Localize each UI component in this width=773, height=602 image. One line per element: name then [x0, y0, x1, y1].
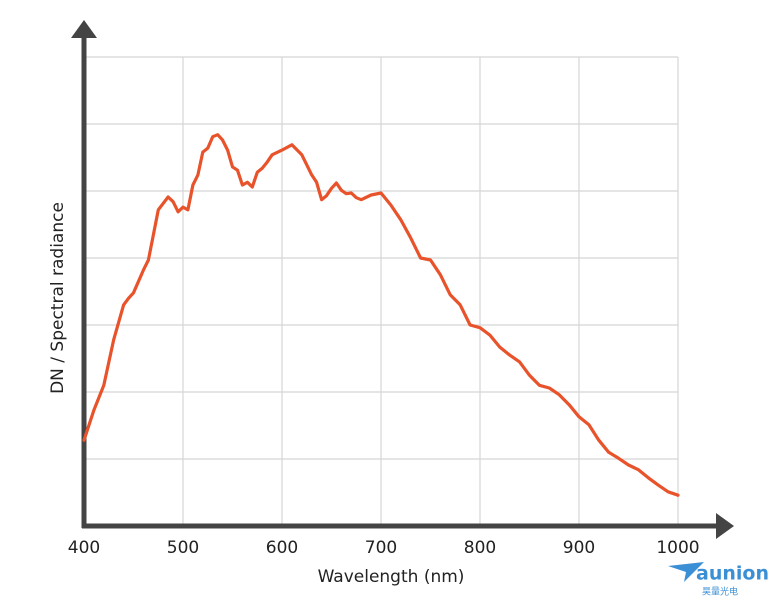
x-axis-arrow — [716, 513, 734, 539]
x-tick-label: 800 — [464, 538, 496, 558]
data-line — [82, 133, 680, 497]
x-tick-label: 500 — [167, 538, 199, 558]
x-tick-label: 900 — [563, 538, 595, 558]
y-axis-arrow — [71, 20, 97, 38]
logo-icon — [668, 562, 704, 582]
x-axis-label: Wavelength (nm) — [318, 567, 465, 587]
logo: aunion — [696, 563, 769, 585]
y-axis-label: DN / Spectral radiance — [48, 202, 68, 394]
x-tick-label: 700 — [365, 538, 397, 558]
x-tick-label: 1000 — [656, 538, 699, 558]
x-tick-label: 400 — [68, 538, 100, 558]
logo-subtext: 昊量光电 — [702, 586, 738, 598]
x-tick-label: 600 — [266, 538, 298, 558]
